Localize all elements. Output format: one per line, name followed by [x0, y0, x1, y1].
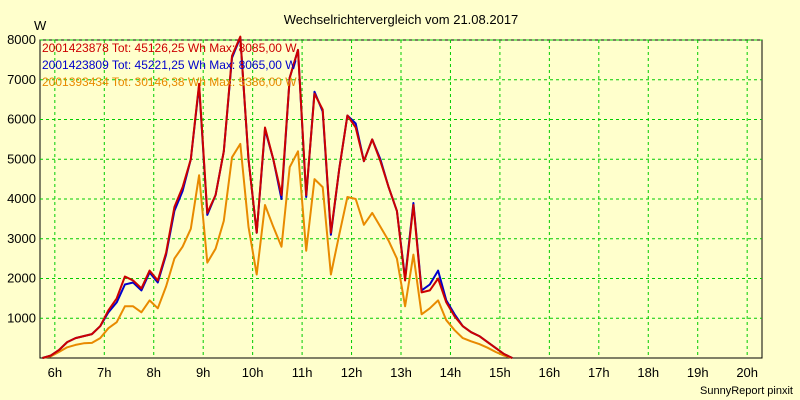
x-tick-label: 16h: [539, 365, 561, 380]
x-tick-label: 12h: [341, 365, 363, 380]
x-tick-label: 17h: [588, 365, 610, 380]
y-axis-label: W: [34, 18, 47, 33]
series-line: [42, 35, 513, 359]
x-tick-label: 15h: [489, 365, 511, 380]
x-tick-label: 14h: [440, 365, 462, 380]
grid: [40, 39, 762, 358]
series-line: [42, 142, 513, 359]
x-tick-label: 7h: [97, 365, 111, 380]
x-tick-labels: 6h 7h 8h 9h 10h 11h 12h 13h 14h 15h 16h 17h 18h 19h 20…: [48, 365, 758, 380]
series-lines: [42, 35, 513, 359]
x-tick-label: 8h: [147, 365, 161, 380]
y-tick-label: 3000: [7, 231, 36, 246]
y-tick-label: 1000: [7, 310, 36, 325]
y-tick-label: 4000: [7, 191, 36, 206]
x-tick-label: 18h: [637, 365, 659, 380]
x-tick-label: 9h: [196, 365, 210, 380]
chart-title: Wechselrichtervergleich vom 21.08.2017: [284, 12, 519, 27]
legend-entry: 2001393434 Tot: 30146,38 Wh Max: 5386,00…: [42, 75, 297, 89]
x-tick-label: 19h: [687, 365, 709, 380]
legend: 2001423878 Tot: 45126,25 Wh Max: 8085,00…: [42, 41, 297, 89]
y-tick-label: 5000: [7, 151, 36, 166]
y-tick-label: 6000: [7, 112, 36, 127]
footer-credit: SunnyReport pinxit: [700, 385, 793, 397]
y-tick-label: 8000: [7, 32, 36, 47]
x-tick-label: 20h: [736, 365, 758, 380]
x-tick-label: 6h: [48, 365, 62, 380]
x-tick-label: 13h: [390, 365, 412, 380]
x-tick-label: 10h: [242, 365, 264, 380]
legend-entry: 2001423878 Tot: 45126,25 Wh Max: 8085,00…: [42, 41, 297, 55]
x-tick-label: 11h: [292, 365, 313, 380]
y-tick-label: 2000: [7, 271, 36, 286]
y-tick-labels: 1000 2000 3000 4000 5000 6000 7000 8000: [7, 32, 36, 325]
legend-entry: 2001423809 Tot: 45221,25 Wh Max: 8065,00…: [42, 58, 297, 72]
y-tick-label: 7000: [7, 72, 36, 87]
